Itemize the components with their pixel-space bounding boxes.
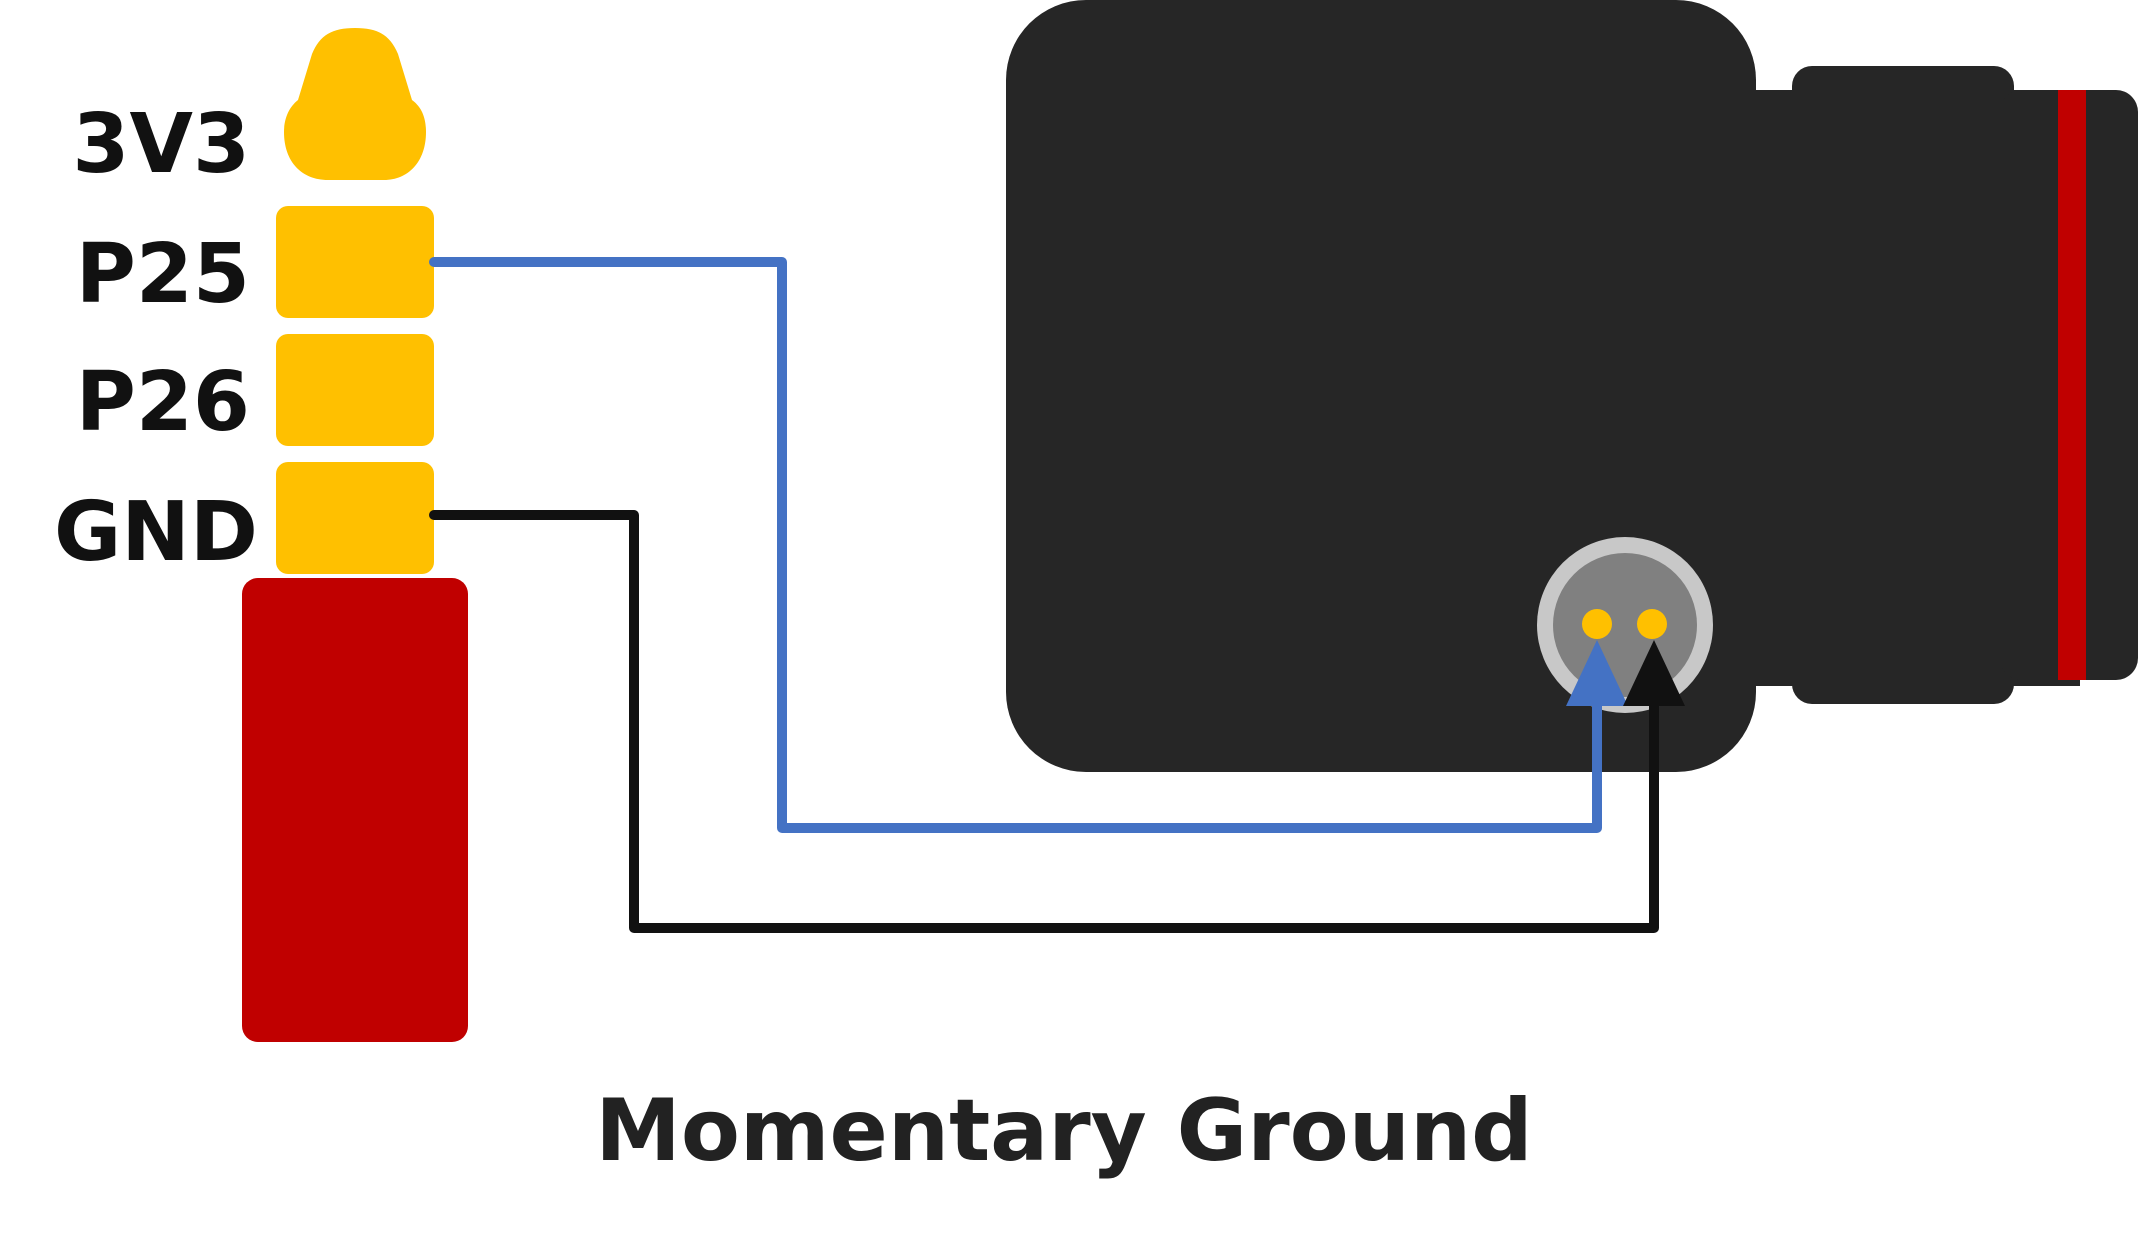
switch-red-band: [2058, 90, 2086, 680]
plug-tip-contact: [284, 28, 426, 180]
ground-wire-arrowhead: [1623, 640, 1685, 706]
switch-cap: [1792, 66, 2014, 704]
plug-ring1-contact: [276, 206, 434, 318]
switch-pin-signal: [1582, 609, 1612, 639]
plug-sleeve-contact: [276, 462, 434, 574]
signal-wire-arrowhead: [1566, 640, 1628, 706]
switch-connector-face: [1553, 553, 1697, 697]
signal-wire: [429, 257, 1602, 833]
momentary-pushbutton-icon: [1006, 0, 2138, 772]
switch-pin-ground: [1637, 609, 1667, 639]
plug-ring2-contact: [276, 334, 434, 446]
pin-label-p25: P25: [76, 227, 250, 322]
pin-label-gnd: GND: [54, 485, 258, 580]
plug-body: [242, 578, 468, 1042]
pin-label-p26: P26: [76, 355, 250, 450]
diagram-caption: Momentary Ground: [595, 1081, 1532, 1181]
trrs-plug-icon: [242, 28, 468, 1042]
pin-label-3v3: 3V3: [72, 97, 250, 192]
ground-wire: [429, 510, 1659, 933]
